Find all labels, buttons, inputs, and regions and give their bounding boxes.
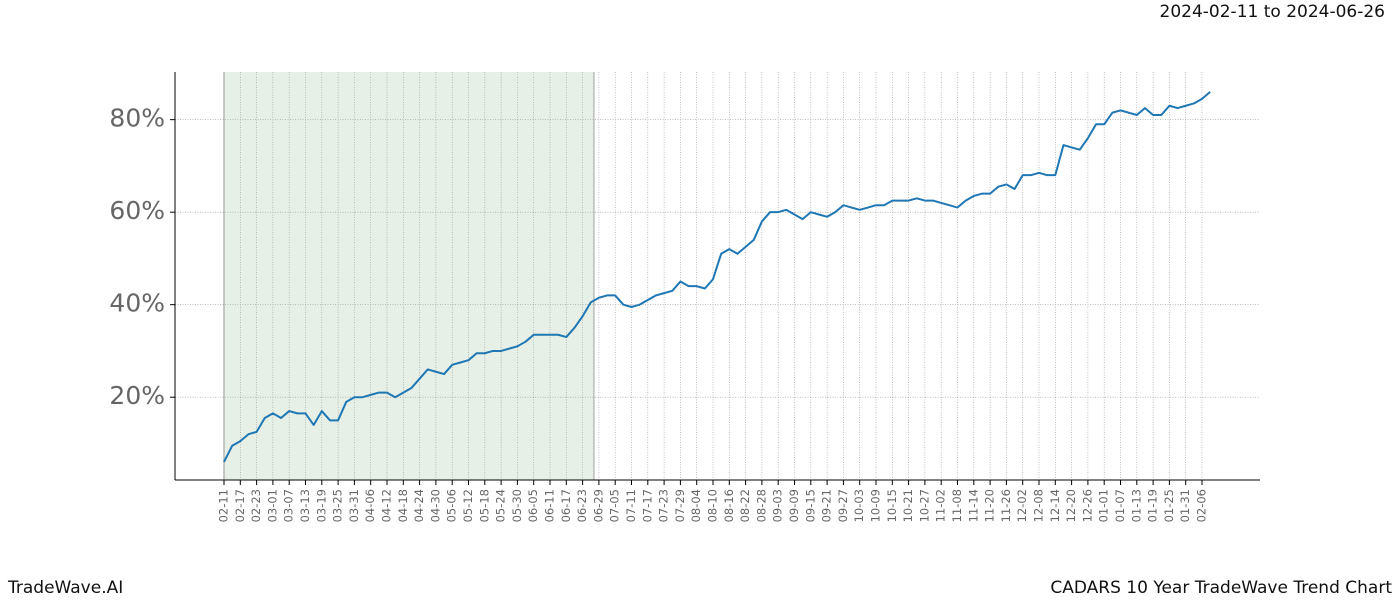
x-tick-label: 10-21	[901, 489, 915, 522]
x-tick-label: 04-06	[363, 489, 377, 522]
x-tick-label: 03-01	[265, 489, 279, 522]
x-tick-label: 12-26	[1080, 489, 1094, 522]
x-tick-label: 06-11	[543, 489, 557, 522]
x-tick-label: 06-05	[526, 489, 540, 522]
x-tick-label: 10-03	[852, 489, 866, 522]
x-tick-label: 09-03	[771, 489, 785, 522]
x-tick-label: 05-06	[445, 489, 459, 522]
x-tick-label: 06-23	[575, 489, 589, 522]
x-tick-label: 12-02	[1015, 489, 1029, 522]
x-tick-label: 12-20	[1064, 489, 1078, 522]
x-tick-label: 01-01	[1097, 489, 1111, 522]
x-tick-label: 01-31	[1178, 489, 1192, 522]
x-tick-label: 02-17	[233, 489, 247, 522]
x-tick-label: 11-02	[934, 489, 948, 522]
x-tick-label: 01-19	[1146, 489, 1160, 522]
chart-title: CADARS 10 Year TradeWave Trend Chart	[1050, 578, 1392, 598]
x-tick-label: 04-12	[380, 489, 394, 522]
highlight-band	[224, 72, 594, 480]
x-tick-label: 01-25	[1162, 489, 1176, 522]
x-tick-label: 04-24	[412, 489, 426, 522]
x-tick-label: 09-09	[787, 489, 801, 522]
x-tick-label: 08-04	[689, 489, 703, 522]
x-tick-label: 03-25	[331, 489, 345, 522]
x-tick-label: 08-28	[754, 489, 768, 522]
x-tick-label: 04-18	[396, 489, 410, 522]
x-tick-label: 11-08	[950, 489, 964, 522]
x-tick-label: 08-22	[738, 489, 752, 522]
x-tick-label: 12-08	[1032, 489, 1046, 522]
y-tick-label: 40%	[109, 289, 165, 318]
x-tick-label: 03-31	[347, 489, 361, 522]
x-tick-label: 08-10	[706, 489, 720, 522]
x-tick-label: 10-15	[885, 489, 899, 522]
x-tick-label: 03-13	[298, 489, 312, 522]
x-tick-label: 10-27	[917, 489, 931, 522]
x-tick-label: 11-14	[966, 489, 980, 522]
x-tick-label: 10-09	[869, 489, 883, 522]
x-tick-label: 01-07	[1113, 489, 1127, 522]
x-tick-label: 03-07	[282, 489, 296, 522]
y-tick-label: 80%	[109, 104, 165, 133]
trend-line	[223, 91, 1211, 463]
x-tick-label: 09-15	[803, 489, 817, 522]
x-tick-label: 12-14	[1048, 489, 1062, 522]
x-tick-label: 11-26	[999, 489, 1013, 522]
brand: TradeWave.AI	[7, 578, 123, 598]
date-range: 2024-02-11 to 2024-06-26	[1160, 2, 1385, 22]
x-tick-label: 09-21	[820, 489, 834, 522]
x-tick-label: 02-11	[217, 489, 231, 522]
x-tick-label: 07-11	[624, 489, 638, 522]
x-tick-label: 04-30	[428, 489, 442, 522]
x-tick-label: 05-18	[477, 489, 491, 522]
x-tick-label: 05-30	[510, 489, 524, 522]
x-tick-label: 09-27	[836, 489, 850, 522]
x-tick-label: 07-29	[673, 489, 687, 522]
x-tick-label: 11-20	[983, 489, 997, 522]
x-tick-label: 06-17	[559, 489, 573, 522]
x-tick-label: 02-23	[249, 489, 263, 522]
x-tick-label: 08-16	[722, 489, 736, 522]
x-tick-label: 02-06	[1195, 489, 1209, 522]
x-tick-label: 01-13	[1129, 489, 1143, 522]
x-tick-label: 05-24	[494, 489, 508, 522]
x-tick-label: 03-19	[314, 489, 328, 522]
x-tick-label: 07-17	[640, 489, 654, 522]
y-tick-label: 20%	[109, 381, 165, 410]
x-tick-label: 07-05	[608, 489, 622, 522]
x-tick-label: 05-12	[461, 489, 475, 522]
y-tick-label: 60%	[109, 196, 165, 225]
x-tick-label: 06-29	[591, 489, 605, 522]
x-tick-label: 07-23	[657, 489, 671, 522]
